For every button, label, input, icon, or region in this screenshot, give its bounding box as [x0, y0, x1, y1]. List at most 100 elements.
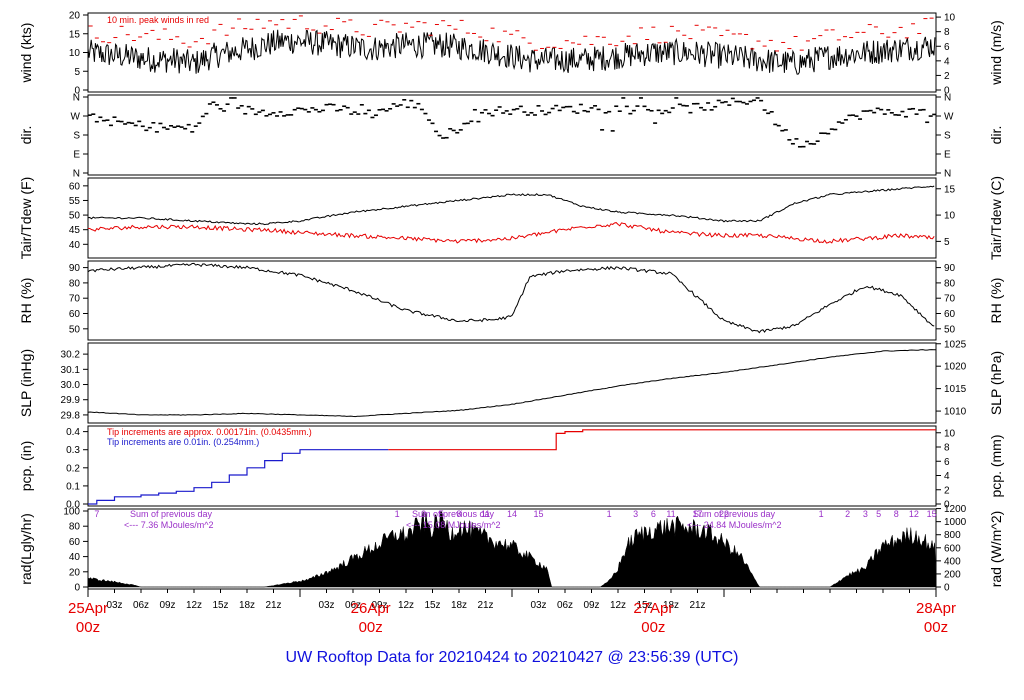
- pcp-left-tick-label: 0.4: [66, 427, 80, 438]
- rh-right-tick-label: 60: [944, 309, 956, 320]
- x-tick-label: 06z: [133, 600, 149, 611]
- day-label-time: 00z: [641, 619, 665, 636]
- rh-left-tick-label: 90: [69, 263, 81, 274]
- x-tick-label: 03z: [530, 600, 546, 611]
- slp-ylabel-left: SLP (inHg): [18, 349, 34, 417]
- pcp-note-red: Tip increments are approx. 0.00171in. (0…: [107, 427, 312, 437]
- rad-hour-mark: 5: [439, 509, 444, 519]
- x-tick-label: 18z: [239, 600, 255, 611]
- wind-left-tick-label: 0: [74, 86, 80, 97]
- wind-speed-series: [87, 29, 936, 75]
- day-label-date: 25Apr: [68, 600, 108, 617]
- x-tick-label: 18z: [663, 600, 679, 611]
- rad-left-tick-label: 20: [69, 567, 81, 578]
- wind-right-tick-label: 10: [944, 13, 956, 24]
- wind-left-tick-label: 15: [69, 29, 81, 40]
- rad-hour-mark: 3: [633, 509, 638, 519]
- wind-right-tick-label: 6: [944, 42, 950, 53]
- rh-right-tick-label: 90: [944, 263, 956, 274]
- wind-left-tick-label: 10: [69, 48, 81, 59]
- pcp-left-tick-label: 0.1: [66, 481, 80, 492]
- dir-ylabel-left: dir.: [18, 126, 34, 145]
- x-tick-label: 21z: [477, 600, 493, 611]
- pcp-right-tick-label: 10: [944, 428, 956, 439]
- x-tick-label: 09z: [159, 600, 175, 611]
- rad-sum-value: <--- 24.84 MJoules/m^2: [687, 520, 782, 530]
- x-tick-label: 12z: [610, 600, 626, 611]
- pcp-left-tick-label: 0.3: [66, 445, 80, 456]
- chart-title: UW Rooftop Data for 20210424 to 20210427…: [285, 649, 739, 666]
- x-tick-label: 09z: [371, 600, 387, 611]
- dir-left-tick-label: N: [73, 169, 80, 180]
- rad-hour-mark: 8: [894, 509, 899, 519]
- pcp-right-tick-label: 2: [944, 485, 950, 496]
- rad-right-tick-label: 0: [944, 583, 950, 594]
- rad-hour-mark: 5: [876, 509, 881, 519]
- rh-left-tick-label: 50: [69, 324, 81, 335]
- dir-left-tick-label: S: [73, 131, 80, 142]
- pcp-left-tick-label: 0.0: [66, 500, 80, 511]
- dir-right-tick-label: N: [944, 93, 951, 104]
- temp-left-tick-label: 45: [69, 225, 81, 236]
- x-tick-label: 12z: [398, 600, 414, 611]
- wind-right-tick-label: 8: [944, 27, 950, 38]
- x-tick-label: 21z: [265, 600, 281, 611]
- day-label-time: 00z: [76, 619, 100, 636]
- rad-hour-mark: 12: [909, 509, 919, 519]
- rad-hour-mark: 1: [819, 509, 824, 519]
- pcp-red-series: [388, 429, 936, 451]
- slp-series: [87, 349, 936, 418]
- slp-left-tick-label: 30.2: [61, 350, 81, 361]
- rad-right-tick-label: 1200: [944, 504, 967, 515]
- day-label-date: 28Apr: [916, 600, 956, 617]
- wind-left-tick-label: 5: [74, 67, 80, 78]
- rad-sum-value: <--- 15.08 MJoules/m^2: [406, 520, 501, 530]
- rad-left-tick-label: 60: [69, 537, 81, 548]
- dir-right-tick-label: E: [944, 150, 951, 161]
- tdew-series: [87, 222, 935, 244]
- pcp-right-tick-label: 6: [944, 457, 950, 468]
- slp-left-tick-label: 30.1: [61, 365, 81, 376]
- wind-right-tick-label: 4: [944, 56, 950, 67]
- rh-right-tick-label: 70: [944, 294, 956, 305]
- rad-sum-label: Sum of previous day: [412, 509, 495, 519]
- x-tick-label: 15z: [212, 600, 228, 611]
- rad-hour-mark: 6: [651, 509, 656, 519]
- dir-left-tick-label: E: [73, 150, 80, 161]
- rad-right-tick-label: 600: [944, 543, 961, 554]
- rh-left-tick-label: 80: [69, 278, 81, 289]
- pcp-note-blue: Tip increments are 0.01in. (0.254mm.): [107, 437, 259, 447]
- x-tick-label: 15z: [636, 600, 652, 611]
- slp-right-tick-label: 1010: [944, 407, 967, 418]
- rad-hour-mark: 7: [94, 509, 99, 519]
- rad-hour-mark: 11: [666, 509, 675, 519]
- x-tick-label: 06z: [557, 600, 573, 611]
- pcp-ylabel-right: pcp. (mm): [988, 435, 1004, 498]
- x-tick-label: 18z: [451, 600, 467, 611]
- slp-right-tick-label: 1015: [944, 384, 967, 395]
- x-tick-label: 03z: [106, 600, 122, 611]
- rad-hour-mark: 22: [719, 509, 729, 519]
- wind-right-tick-label: 2: [944, 71, 950, 82]
- rh-right-tick-label: 80: [944, 278, 956, 289]
- dir-right-tick-label: W: [944, 112, 954, 123]
- rad-right-tick-label: 1000: [944, 517, 967, 528]
- pcp-left-tick-label: 0.2: [66, 463, 80, 474]
- rad-hour-mark: 8: [456, 509, 461, 519]
- rh-panel-frame: [87, 260, 937, 341]
- rad-hour-mark: 15: [927, 509, 937, 519]
- rad-right-tick-label: 800: [944, 530, 961, 541]
- rad-left-tick-label: 40: [69, 552, 81, 563]
- rad-sum-label: Sum of previous day: [693, 509, 776, 519]
- wind-ylabel-right: wind (m/s): [988, 20, 1004, 86]
- rh-left-tick-label: 70: [69, 294, 81, 305]
- rad-area: [87, 511, 937, 588]
- slp-panel-frame: [87, 342, 937, 424]
- wind-ylabel-left: wind (kts): [18, 23, 34, 84]
- rad-sum-label: Sum of previous day: [130, 509, 213, 519]
- dir-left-tick-label: N: [73, 93, 80, 104]
- x-tick-label: 06z: [345, 600, 361, 611]
- rh-ylabel-left: RH (%): [18, 278, 34, 324]
- rad-left-tick-label: 0: [74, 583, 80, 594]
- slp-left-tick-label: 29.8: [61, 410, 81, 421]
